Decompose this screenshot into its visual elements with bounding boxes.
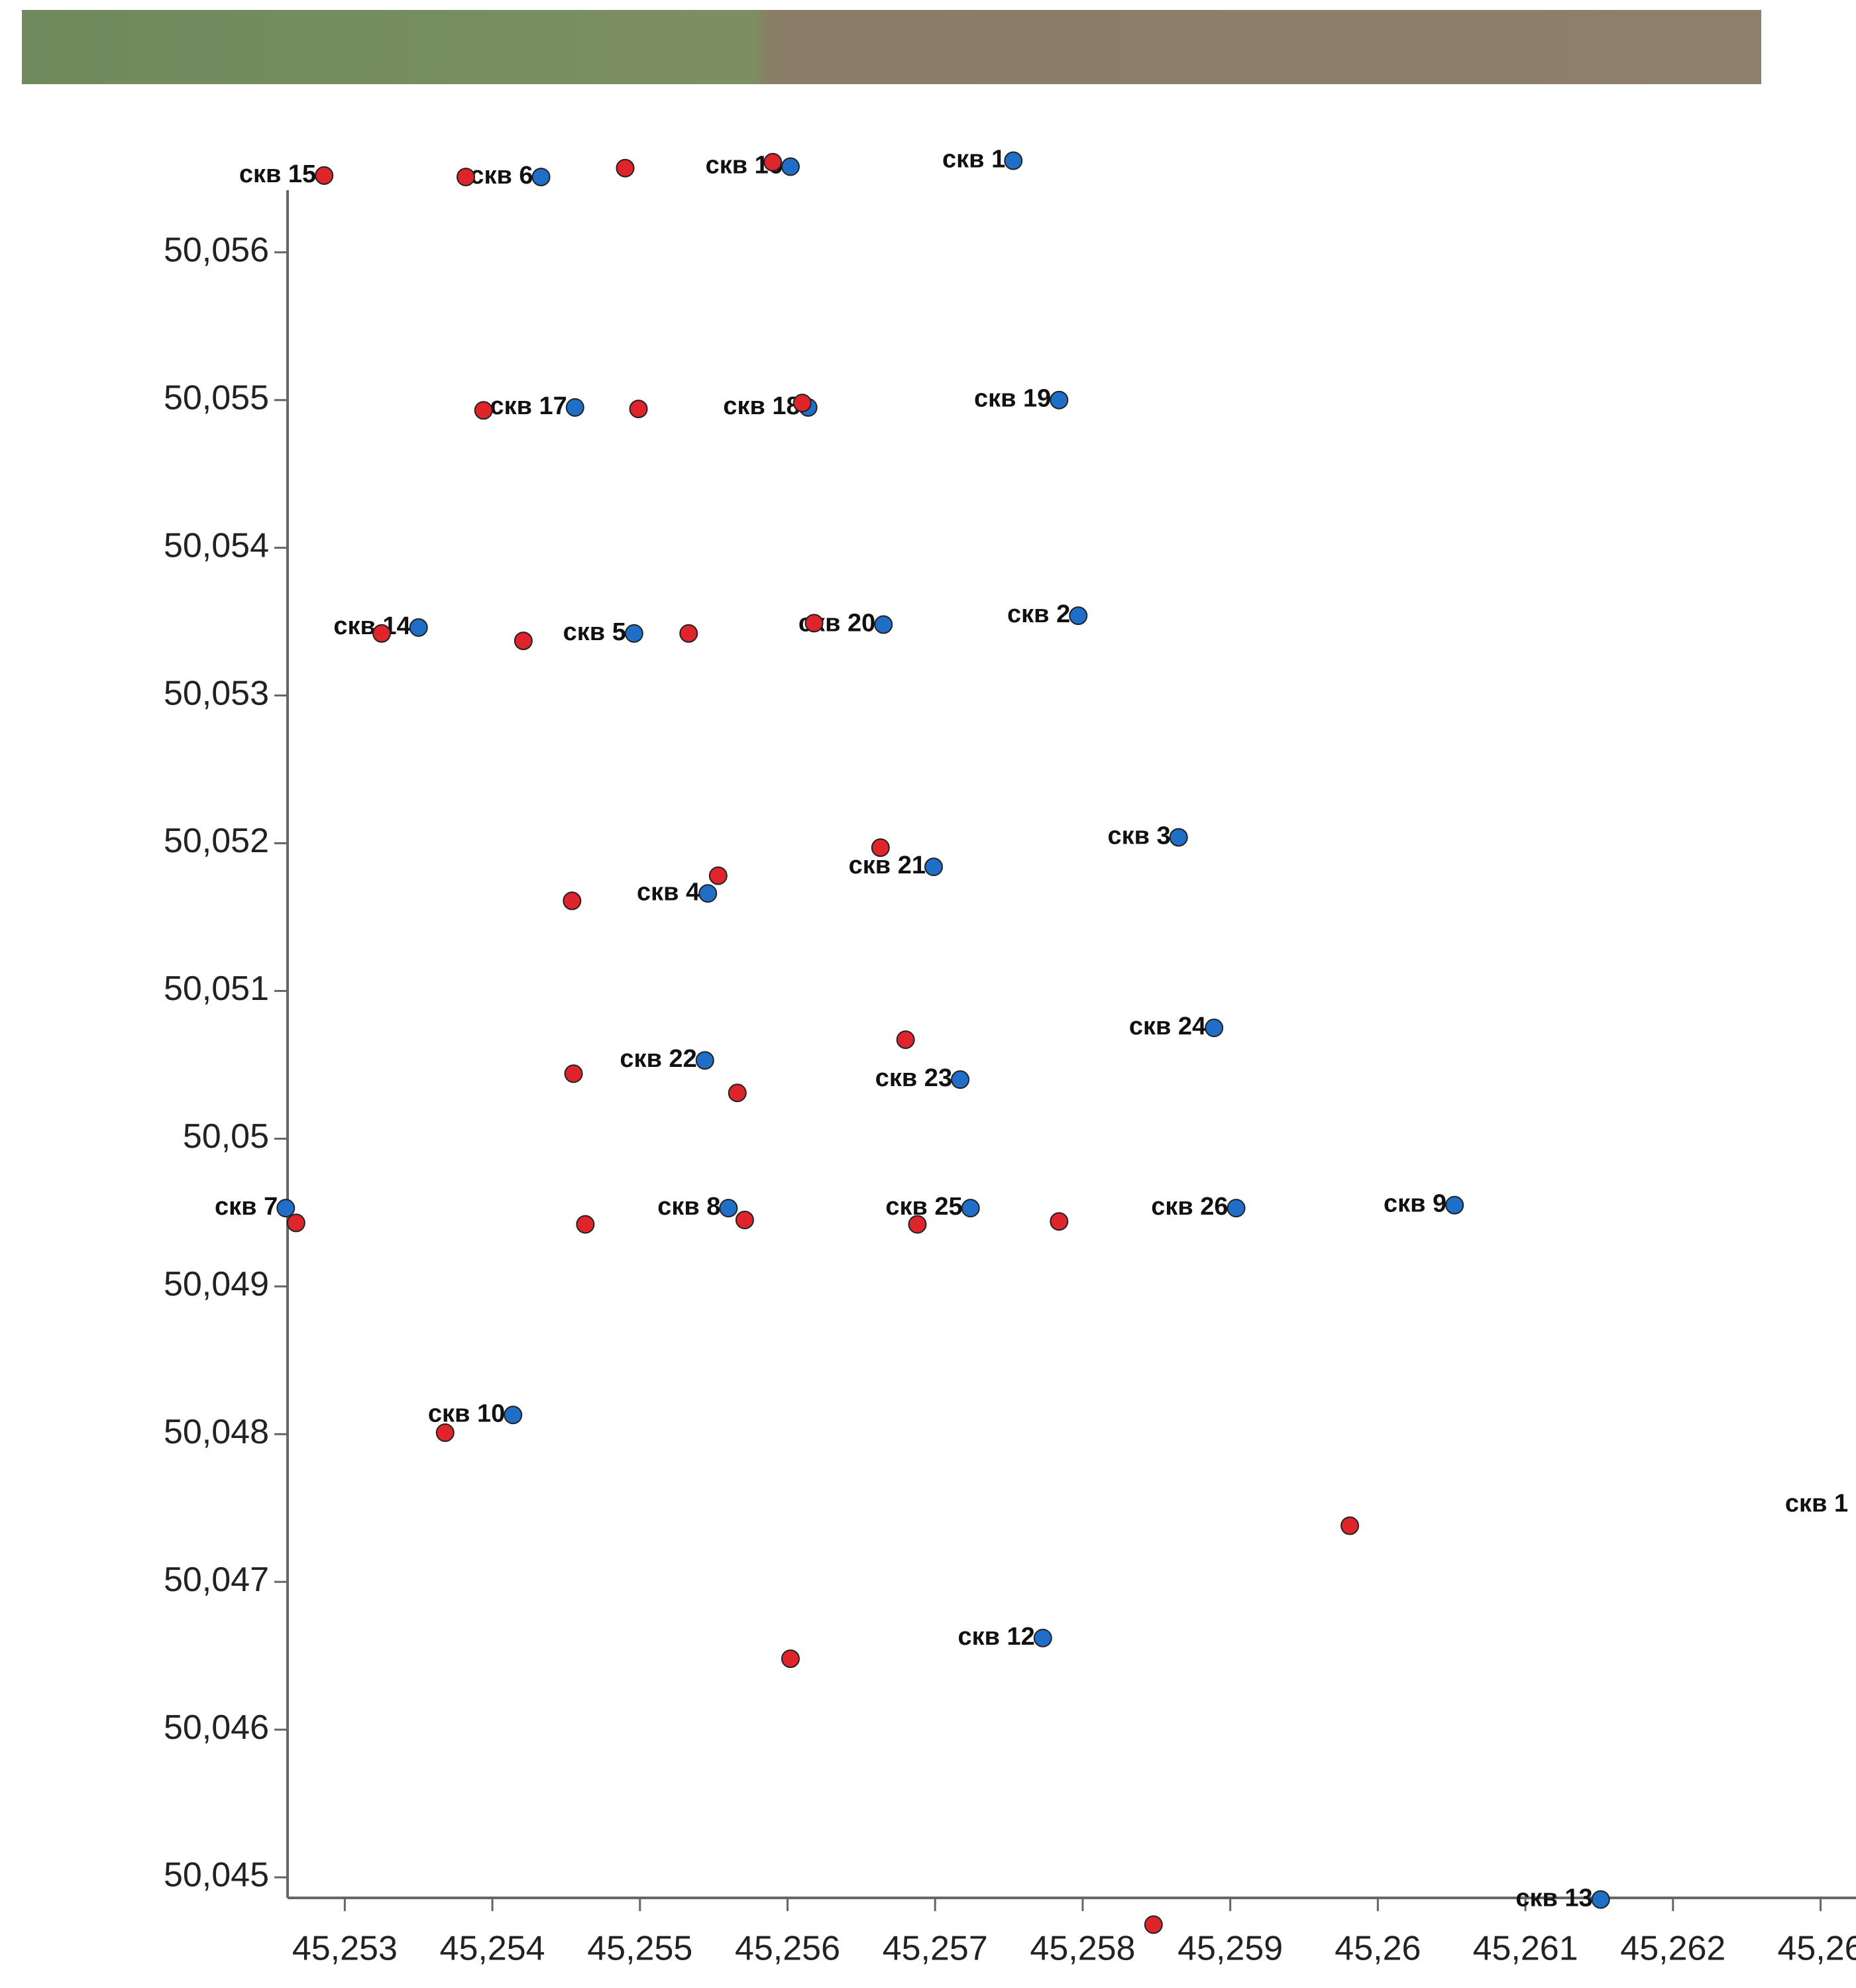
point [576, 1215, 595, 1234]
point-label: скв 12 [957, 1623, 1034, 1651]
point [276, 1199, 296, 1218]
x-tick-label: 45,26 [1777, 1930, 1856, 1968]
point [1069, 606, 1088, 626]
point-label: скв 24 [1129, 1013, 1206, 1040]
point-label: скв 9 [1384, 1190, 1447, 1218]
point [1205, 1019, 1224, 1038]
point-label: скв 1 [942, 146, 1005, 174]
point-label: скв 13 [1515, 1884, 1592, 1912]
x-tick-label: 45,254 [440, 1930, 545, 1968]
point [474, 401, 493, 420]
point [564, 1064, 583, 1083]
x-tick-label: 45,258 [1030, 1930, 1135, 1968]
x-tick-label: 45,256 [735, 1930, 840, 1968]
point [514, 632, 533, 651]
point-label: скв 19 [974, 385, 1051, 413]
point-label: скв 21 [849, 852, 926, 879]
x-tick-label: 45,257 [883, 1930, 988, 1968]
y-tick-label: 50,046 [164, 1708, 269, 1747]
point [679, 624, 698, 643]
point-label: скв 6 [470, 162, 533, 190]
point [624, 624, 643, 643]
y-tick-label: 50,056 [164, 231, 269, 270]
point [531, 168, 551, 187]
point-label: скв 25 [885, 1193, 962, 1221]
y-tick-label: 50,049 [164, 1265, 269, 1303]
point [735, 1210, 754, 1229]
point [1033, 1628, 1052, 1647]
x-tick-label: 45,259 [1177, 1930, 1283, 1968]
point-label: скв 5 [563, 618, 626, 646]
point-label: скв 26 [1151, 1193, 1228, 1221]
point-label: скв 17 [490, 392, 567, 420]
point-label: скв 14 [333, 612, 410, 640]
point [409, 618, 428, 637]
point-label: скв 15 [239, 160, 316, 188]
point [315, 166, 334, 185]
x-tick-label: 45,261 [1473, 1930, 1578, 1968]
point [874, 615, 893, 634]
point-label: скв 8 [657, 1193, 720, 1221]
point [763, 152, 783, 172]
point [563, 891, 582, 911]
point [804, 614, 824, 633]
y-tick-label: 50,047 [164, 1561, 269, 1599]
y-tick-label: 50,054 [164, 526, 269, 565]
point [1004, 151, 1023, 170]
point [435, 1423, 455, 1442]
y-tick-label: 50,052 [164, 822, 269, 860]
point [728, 1083, 747, 1103]
point [781, 1649, 800, 1669]
point [781, 157, 800, 176]
satellite-image [22, 10, 1761, 84]
point-label: скв 2 [1007, 600, 1070, 628]
y-tick-label: 50,045 [164, 1856, 269, 1895]
point [1445, 1195, 1464, 1215]
point [896, 1030, 915, 1049]
point [1144, 1915, 1163, 1934]
point-label: скв 10 [428, 1400, 505, 1427]
x-tick-label: 45,255 [587, 1930, 692, 1968]
point [372, 624, 392, 643]
point [708, 866, 728, 885]
point-label: скв 4 [637, 878, 700, 906]
point-label: скв 7 [215, 1193, 278, 1221]
point [286, 1213, 305, 1233]
point [504, 1406, 523, 1425]
point [616, 158, 635, 178]
point [1591, 1890, 1610, 1909]
y-tick-label: 50,055 [164, 378, 269, 417]
point-label: скв 3 [1107, 822, 1170, 850]
point-label: скв 23 [875, 1064, 952, 1092]
point [698, 884, 718, 903]
point [565, 398, 584, 417]
point-label: скв 18 [723, 392, 800, 420]
x-tick-label: 45,253 [292, 1930, 398, 1968]
point [1050, 1212, 1069, 1231]
point [456, 168, 475, 187]
y-tick-label: 50,051 [164, 969, 269, 1008]
point [951, 1070, 970, 1089]
point-label: скв 22 [620, 1045, 696, 1073]
y-tick-label: 50,05 [183, 1117, 269, 1156]
point [1227, 1199, 1246, 1218]
point [1050, 390, 1069, 410]
point [792, 394, 812, 413]
annotation: скв 1 [1785, 1490, 1848, 1518]
point [924, 857, 943, 877]
point [1169, 828, 1188, 847]
point [871, 838, 890, 857]
point [629, 400, 648, 419]
point [1340, 1516, 1360, 1535]
x-tick-label: 45,26 [1335, 1930, 1421, 1968]
point [908, 1215, 927, 1234]
y-tick-label: 50,053 [164, 674, 269, 712]
point [695, 1051, 714, 1070]
point [719, 1199, 738, 1218]
point [961, 1199, 980, 1218]
y-tick-label: 50,048 [164, 1413, 269, 1451]
x-tick-label: 45,262 [1620, 1930, 1725, 1968]
